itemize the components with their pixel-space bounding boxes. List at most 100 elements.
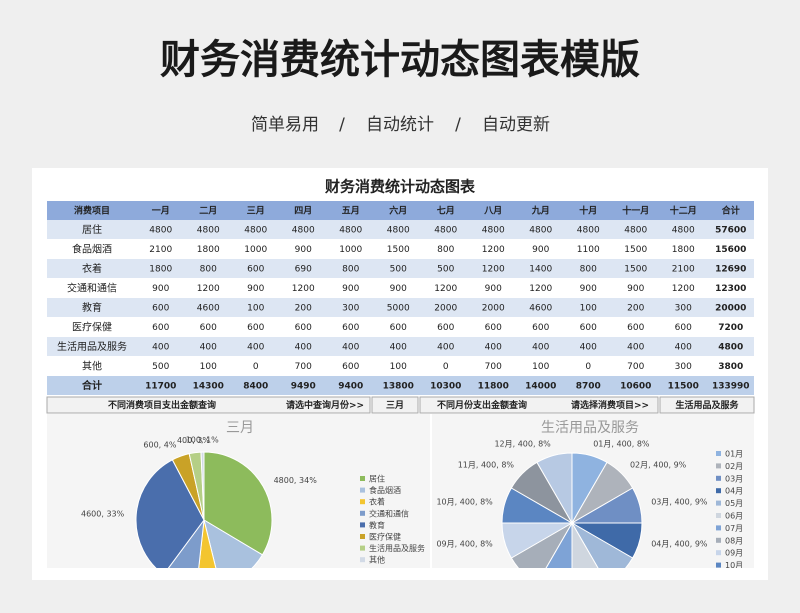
cell: 600 bbox=[247, 323, 264, 333]
cell: 200 bbox=[295, 304, 312, 314]
row-label: 生活用品及服务 bbox=[57, 340, 127, 353]
legend-label: 生活用品及服务 bbox=[369, 543, 425, 553]
legend-label: 08月 bbox=[725, 536, 743, 545]
cell: 1200 bbox=[197, 284, 220, 294]
row bbox=[47, 317, 754, 337]
legend-swatch bbox=[716, 587, 721, 592]
data-label: 4800, 34% bbox=[274, 476, 318, 485]
cell: 400 bbox=[627, 343, 644, 353]
legend-label: 07月 bbox=[725, 524, 743, 533]
row bbox=[47, 259, 754, 279]
column-header: 九月 bbox=[531, 205, 550, 217]
legend-swatch bbox=[716, 525, 721, 531]
cell: 300 bbox=[675, 304, 692, 314]
cell: 600 bbox=[485, 323, 502, 333]
cell: 700 bbox=[485, 362, 502, 372]
cell: 3800 bbox=[718, 362, 743, 372]
cell: 300 bbox=[342, 304, 359, 314]
control-text: 三月 bbox=[386, 400, 404, 411]
cell: 1100 bbox=[577, 245, 600, 255]
legend-label: 06月 bbox=[725, 512, 743, 521]
cell: 100 bbox=[390, 362, 407, 372]
data-label: 400, 3% bbox=[177, 436, 210, 445]
cell: 1200 bbox=[292, 284, 315, 294]
legend-label: 交通和通信 bbox=[369, 508, 409, 518]
control-box bbox=[46, 396, 371, 414]
cell: 4800 bbox=[387, 226, 410, 236]
cell: 400 bbox=[675, 343, 692, 353]
cell: 800 bbox=[342, 265, 359, 275]
legend-label: 03月 bbox=[725, 474, 743, 483]
cell: 133990 bbox=[712, 382, 750, 392]
cell: 11700 bbox=[145, 382, 176, 392]
cell: 900 bbox=[390, 284, 407, 294]
row-label: 食品烟酒 bbox=[72, 243, 112, 256]
row-label: 合计 bbox=[81, 379, 102, 392]
data-label: 03月, 400, 9% bbox=[651, 497, 708, 506]
legend-swatch bbox=[360, 534, 365, 539]
legend-label: 05月 bbox=[725, 499, 743, 508]
cell: 100 bbox=[200, 362, 217, 372]
cell: 700 bbox=[295, 362, 312, 372]
cell: 800 bbox=[200, 265, 217, 275]
data-label: 02月, 400, 9% bbox=[630, 461, 687, 470]
cell: 9490 bbox=[291, 382, 316, 392]
cell: 900 bbox=[532, 245, 549, 255]
data-label: 11月, 400, 8% bbox=[458, 461, 515, 470]
data-label: 09月, 400, 8% bbox=[436, 540, 493, 549]
cell: 400 bbox=[437, 343, 454, 353]
data-label: 100, 1% bbox=[186, 436, 219, 445]
column-header: 消费项目 bbox=[74, 205, 110, 217]
cell: 4800 bbox=[529, 226, 552, 236]
legend-label: 01月 bbox=[725, 450, 743, 459]
cell: 900 bbox=[485, 284, 502, 294]
row bbox=[47, 376, 754, 396]
cell: 500 bbox=[390, 265, 407, 275]
data-label: 04月, 400, 9% bbox=[651, 540, 708, 549]
cell: 1400 bbox=[529, 265, 552, 275]
legend-label: 12月 bbox=[725, 586, 743, 595]
cell: 4800 bbox=[292, 226, 315, 236]
cell: 1200 bbox=[482, 245, 505, 255]
legend-swatch bbox=[716, 463, 721, 469]
cell: 600 bbox=[295, 323, 312, 333]
cell: 1200 bbox=[672, 284, 695, 294]
legend-label: 其他 bbox=[369, 555, 385, 565]
legend-label: 02月 bbox=[725, 462, 743, 471]
cell: 400 bbox=[532, 343, 549, 353]
page-title: 财务消费统计动态图表模版 bbox=[160, 37, 640, 83]
pie-slice bbox=[571, 521, 599, 568]
cell: 15600 bbox=[715, 245, 746, 255]
cell: 2100 bbox=[672, 265, 695, 275]
cell: 2000 bbox=[482, 304, 505, 314]
cell: 600 bbox=[580, 323, 597, 333]
separator: / bbox=[455, 115, 461, 135]
legend-swatch bbox=[716, 488, 721, 494]
cell: 600 bbox=[200, 323, 217, 333]
cell: 8400 bbox=[243, 382, 268, 392]
cell: 1500 bbox=[624, 245, 647, 255]
legend-swatch bbox=[360, 499, 365, 505]
cell: 57600 bbox=[715, 226, 746, 236]
control-prompt: 请选择消费项目>> bbox=[571, 399, 649, 411]
column-header: 一月 bbox=[152, 206, 170, 217]
legend-swatch bbox=[360, 476, 365, 481]
cell: 690 bbox=[295, 265, 312, 275]
cell: 700 bbox=[627, 362, 644, 372]
cell: 600 bbox=[532, 323, 549, 333]
legend-label: 食品烟酒 bbox=[369, 485, 401, 495]
cell: 0 bbox=[585, 362, 591, 372]
cell: 600 bbox=[152, 323, 169, 333]
legend-label: 教育 bbox=[369, 520, 385, 530]
row bbox=[47, 337, 754, 357]
legend-swatch bbox=[360, 545, 365, 551]
row-label: 交通和通信 bbox=[67, 282, 117, 295]
cell: 400 bbox=[295, 343, 312, 353]
column-header: 二月 bbox=[199, 206, 217, 217]
cell: 600 bbox=[390, 323, 407, 333]
cell: 800 bbox=[580, 265, 597, 275]
chart-title: 生活用品及服务 bbox=[541, 420, 639, 436]
cell: 1500 bbox=[387, 245, 410, 255]
cell: 900 bbox=[342, 284, 359, 294]
